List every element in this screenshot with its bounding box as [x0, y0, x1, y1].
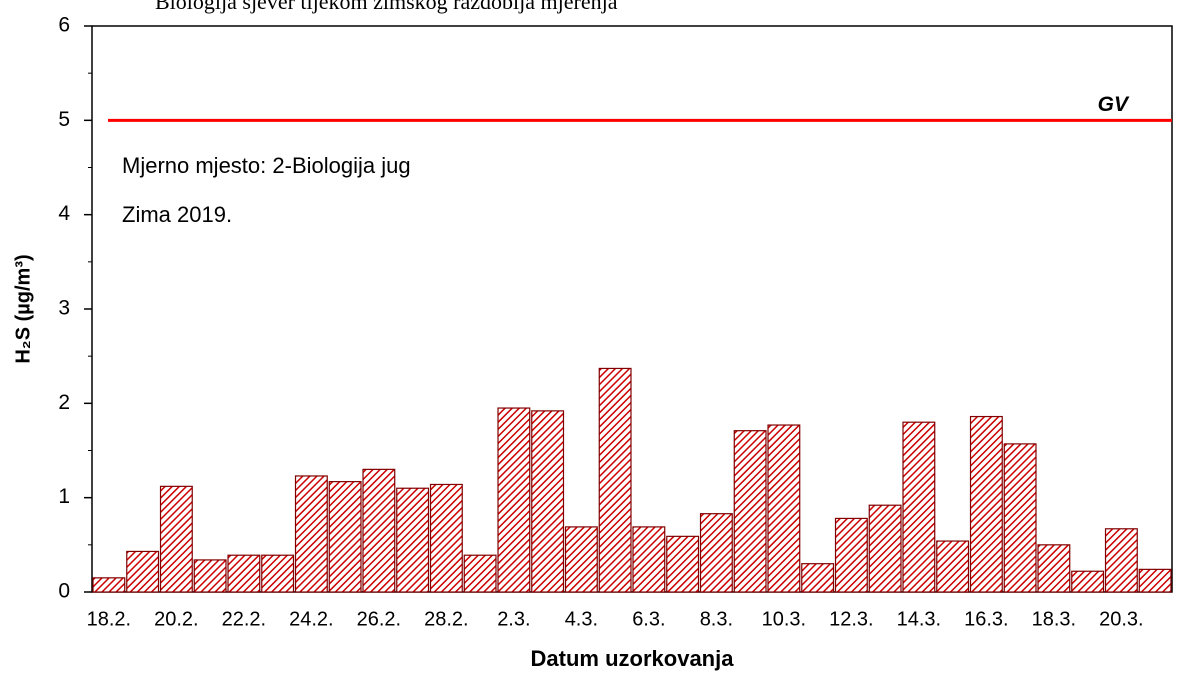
x-tick-label: 18.3.	[1032, 608, 1076, 630]
x-tick-label: 12.3.	[829, 608, 873, 630]
bar	[666, 535, 700, 593]
annotation: Mjerno mjesto: 2-Biologija jug	[122, 153, 411, 178]
x-axis-title: Datum uzorkovanja	[531, 646, 735, 671]
bar	[834, 517, 868, 593]
bar	[598, 367, 632, 593]
reference-label: GV	[1098, 93, 1130, 116]
bar	[564, 526, 598, 593]
x-tick-label: 8.3.	[700, 608, 733, 630]
y-tick-label: 5	[58, 108, 70, 131]
x-tick-label: 6.3.	[632, 608, 665, 630]
bar	[92, 577, 126, 593]
bar	[632, 526, 666, 593]
y-tick-label: 2	[58, 391, 70, 414]
bar	[969, 415, 1003, 593]
annotation: Zima 2019.	[122, 202, 232, 227]
bar	[1071, 570, 1105, 593]
bar	[801, 563, 835, 593]
x-tick-label: 22.2.	[222, 608, 266, 630]
x-tick-label: 20.3.	[1099, 608, 1143, 630]
bar	[463, 554, 497, 593]
bar	[699, 513, 733, 593]
bar	[497, 407, 531, 593]
bar	[733, 430, 767, 593]
x-tick-label: 28.2.	[424, 608, 468, 630]
bar	[531, 410, 565, 593]
bar	[261, 554, 295, 593]
bar	[868, 504, 902, 593]
y-tick-label: 6	[58, 14, 70, 37]
bar	[193, 559, 227, 593]
bar	[362, 468, 396, 593]
y-tick-label: 0	[58, 580, 70, 603]
bar	[328, 481, 362, 593]
y-tick-label: 1	[58, 485, 70, 508]
bar	[767, 424, 801, 593]
bar	[936, 540, 970, 593]
y-axis-title: H₂S (µg/m³)	[12, 254, 34, 363]
bar	[294, 475, 328, 593]
bar	[396, 487, 430, 593]
x-tick-label: 20.2.	[154, 608, 198, 630]
bar	[1003, 443, 1037, 593]
bar	[159, 485, 193, 593]
y-tick-label: 4	[58, 202, 70, 225]
x-tick-label: 16.3.	[964, 608, 1008, 630]
bar	[429, 483, 463, 593]
x-tick-label: 26.2.	[357, 608, 401, 630]
x-tick-label: 4.3.	[565, 608, 598, 630]
bar	[902, 421, 936, 593]
bar	[1138, 568, 1172, 593]
x-tick-label: 24.2.	[289, 608, 333, 630]
y-tick-label: 3	[58, 297, 70, 320]
x-tick-label: 10.3.	[762, 608, 806, 630]
bar	[126, 550, 160, 593]
bar	[1037, 544, 1071, 593]
x-tick-label: 14.3.	[897, 608, 941, 630]
bar	[227, 554, 261, 593]
chart-title: Biologija sjever tijekom zimskog razdobl…	[155, 0, 618, 14]
bar	[1104, 528, 1138, 593]
x-tick-label: 2.3.	[497, 608, 530, 630]
x-tick-label: 18.2.	[87, 608, 131, 630]
